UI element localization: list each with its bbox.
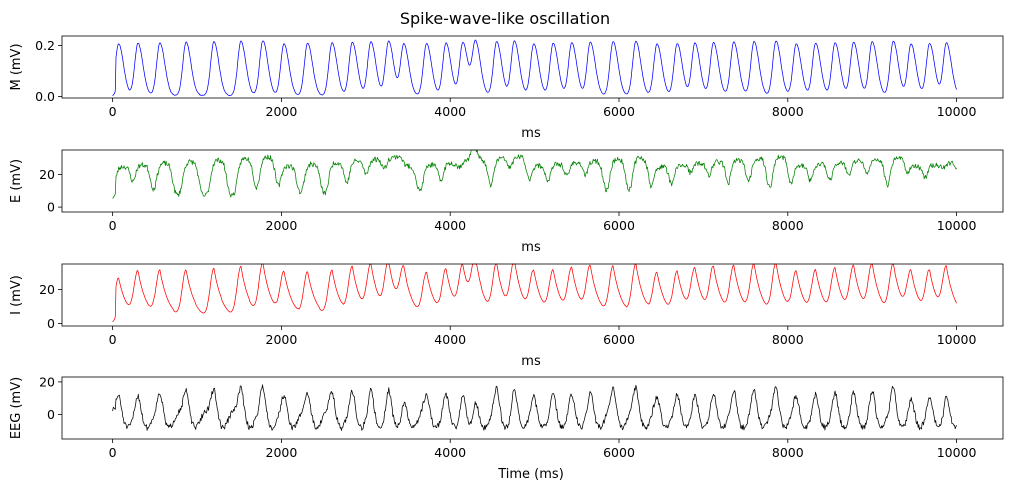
x-tick-label: 4000: [434, 218, 466, 233]
x-tick-label: 10000: [937, 104, 977, 119]
x-tick-label: 4000: [434, 445, 466, 460]
subplot-e: 0 2000 4000 6000 8000 10000 0 20 E (mV) ms: [9, 149, 1004, 255]
y-ticks-i: 0 20: [39, 282, 62, 331]
x-tick-label: 10000: [937, 218, 977, 233]
x-tick-label: 4000: [434, 104, 466, 119]
x-ticks-i: 0 2000 4000 6000 8000 10000: [109, 326, 977, 347]
y-tick-label: 0.0: [35, 89, 55, 104]
x-tick-label: 0: [109, 104, 117, 119]
y-tick-label: 20: [39, 167, 55, 182]
x-tick-label: 10000: [937, 445, 977, 460]
y-ticks-eeg: 0 20: [39, 374, 62, 422]
figure-title: Spike-wave-like oscillation: [400, 9, 610, 28]
ylabel-e: E (mV): [9, 159, 24, 203]
y-tick-label: 0: [47, 316, 55, 331]
y-tick-label: 0: [47, 407, 55, 422]
x-tick-label: 6000: [603, 218, 635, 233]
x-tick-label: 2000: [266, 332, 298, 347]
axes-frame-i: [61, 263, 1004, 327]
x-tick-label: 8000: [772, 218, 804, 233]
x-ticks-m: 0 2000 4000 6000 8000 10000: [109, 98, 977, 119]
x-ticks-e: 0 2000 4000 6000 8000 10000: [109, 212, 977, 233]
y-ticks-e: 0 20: [39, 167, 62, 215]
x-tick-label: 0: [109, 332, 117, 347]
subplot-i: 0 2000 4000 6000 8000 10000 0 20 I (mV) ms: [9, 263, 1004, 369]
x-tick-label: 6000: [603, 332, 635, 347]
y-ticks-m: 0.0 0.2: [35, 38, 62, 104]
axes-frame-e: [61, 149, 1004, 213]
x-tick-label: 8000: [772, 104, 804, 119]
ylabel-i: I (mV): [9, 275, 24, 315]
xlabel-e: ms: [521, 240, 541, 255]
xlabel-eeg: Time (ms): [497, 467, 564, 482]
axes-frame-eeg: [61, 376, 1004, 440]
y-tick-label: 0.2: [35, 38, 55, 53]
y-tick-label: 20: [39, 282, 55, 297]
x-tick-label: 2000: [266, 104, 298, 119]
trace-i: [112, 263, 957, 323]
x-tick-label: 6000: [603, 445, 635, 460]
x-ticks-eeg: 0 2000 4000 6000 8000 10000: [109, 439, 977, 460]
x-tick-label: 8000: [772, 332, 804, 347]
y-tick-label: 20: [39, 374, 55, 389]
trace-m: [112, 39, 957, 97]
trace-e: [112, 149, 957, 199]
ylabel-m: M (mV): [9, 43, 24, 90]
trace-eeg: [112, 384, 957, 431]
x-tick-label: 0: [109, 218, 117, 233]
y-tick-label: 0: [47, 200, 55, 215]
x-tick-label: 0: [109, 445, 117, 460]
x-tick-label: 2000: [266, 445, 298, 460]
x-tick-label: 10000: [937, 332, 977, 347]
xlabel-m: ms: [521, 126, 541, 141]
x-tick-label: 8000: [772, 445, 804, 460]
x-tick-label: 2000: [266, 218, 298, 233]
x-tick-label: 4000: [434, 332, 466, 347]
subplot-eeg: 0 2000 4000 6000 8000 10000 0 20 EEG (mV) Time…: [9, 374, 1004, 482]
subplot-m: 0 2000 4000 6000 8000 10000 0.0 0.2 M (mV) ms: [9, 35, 1004, 141]
xlabel-i: ms: [521, 354, 541, 369]
x-tick-label: 6000: [603, 104, 635, 119]
ylabel-eeg: EEG (mV): [9, 377, 24, 439]
axes-frame-m: [61, 35, 1004, 99]
